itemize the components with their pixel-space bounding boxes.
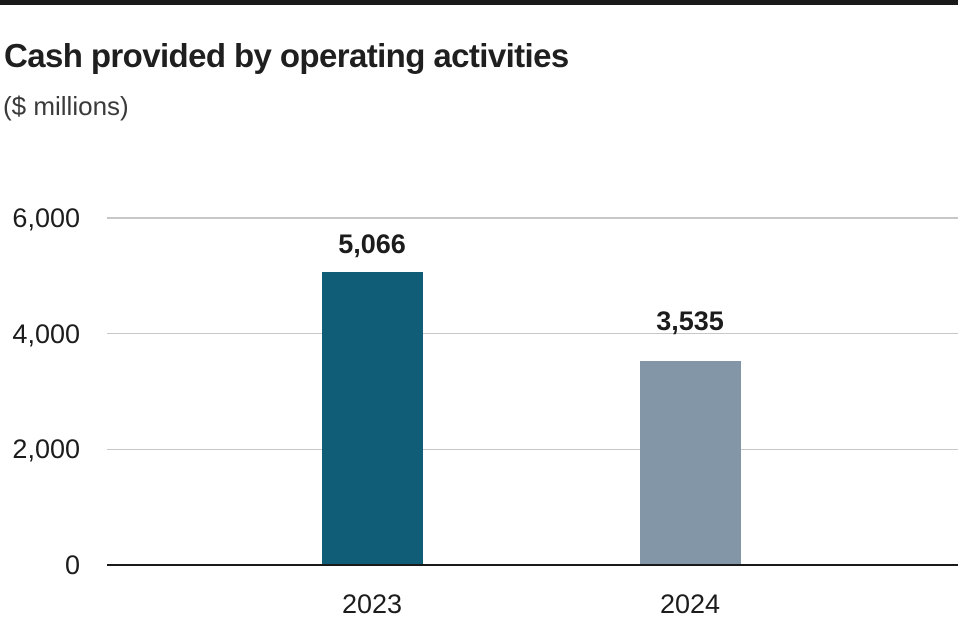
y-tick-label-0: 0 — [64, 550, 80, 580]
y-tick-label-2000: 2,000 — [12, 434, 80, 465]
axis-baseline — [107, 563, 958, 567]
bar-value-label-2023: 5,066 — [338, 229, 406, 259]
x-category-label-2024: 2024 — [659, 589, 721, 619]
x-category-label-2023: 2023 — [341, 589, 403, 619]
gridline-6000 — [107, 217, 958, 219]
gridline-2000 — [107, 448, 958, 451]
bar-2024 — [639, 360, 741, 565]
gridline-4000 — [107, 332, 958, 335]
top-rule — [0, 0, 958, 5]
chart-title: Cash provided by operating activities — [4, 37, 569, 74]
bar-value-label-2024: 3,535 — [656, 306, 724, 336]
chart-subtitle: ($ millions) — [3, 91, 129, 121]
bar-2023 — [321, 272, 423, 565]
y-tick-label-4000: 4,000 — [12, 318, 80, 349]
y-tick-label-6000: 6,000 — [12, 203, 80, 233]
